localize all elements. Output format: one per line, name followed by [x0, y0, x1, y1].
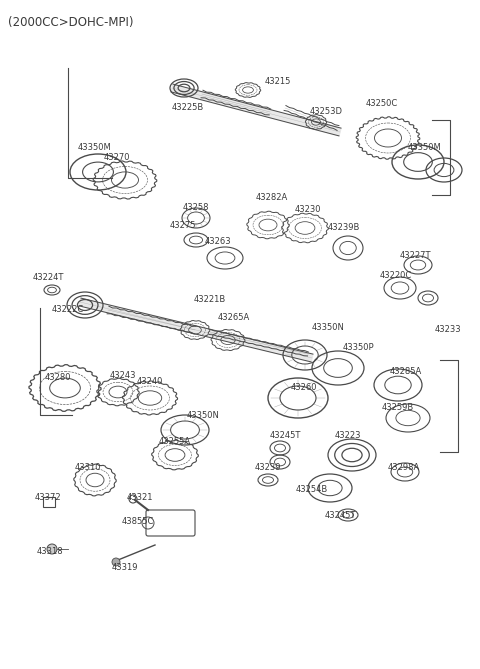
Text: 43222C: 43222C	[52, 306, 84, 314]
Text: 43245T: 43245T	[324, 510, 356, 520]
Text: 43298A: 43298A	[388, 464, 420, 472]
Circle shape	[112, 558, 120, 566]
Text: 43254B: 43254B	[296, 486, 328, 494]
Text: 43253D: 43253D	[310, 108, 343, 116]
Text: 43258: 43258	[183, 203, 209, 213]
Text: 43233: 43233	[435, 326, 461, 334]
Text: 43230: 43230	[295, 205, 321, 215]
Text: 43310: 43310	[75, 464, 101, 472]
Text: 43270: 43270	[104, 153, 130, 163]
Text: 43282A: 43282A	[256, 193, 288, 203]
Text: 43260: 43260	[291, 383, 317, 393]
Text: 43239: 43239	[255, 464, 281, 472]
Text: 43285A: 43285A	[390, 367, 422, 377]
Text: 43255A: 43255A	[159, 438, 191, 446]
Text: 43275: 43275	[170, 221, 196, 229]
Text: 43265A: 43265A	[218, 314, 250, 322]
Circle shape	[47, 544, 57, 554]
Text: 43372: 43372	[35, 494, 61, 502]
Text: 43221B: 43221B	[194, 296, 226, 304]
Text: 43350M: 43350M	[407, 143, 441, 153]
Text: 43318: 43318	[36, 547, 63, 557]
Text: 43280: 43280	[45, 373, 71, 383]
Text: 43240: 43240	[137, 377, 163, 387]
Text: 43220C: 43220C	[380, 270, 412, 280]
Text: 43243: 43243	[110, 371, 136, 379]
Text: 43319: 43319	[112, 563, 138, 573]
Text: 43259B: 43259B	[382, 403, 414, 413]
Text: 43250C: 43250C	[366, 100, 398, 108]
Text: 43239B: 43239B	[328, 223, 360, 233]
Text: 43227T: 43227T	[399, 250, 431, 260]
Text: 43263: 43263	[204, 237, 231, 246]
Text: 43245T: 43245T	[269, 430, 300, 440]
Text: 43855C: 43855C	[122, 518, 154, 527]
Text: 43215: 43215	[265, 78, 291, 86]
Polygon shape	[79, 298, 313, 362]
Text: 43350M: 43350M	[78, 143, 112, 153]
Polygon shape	[171, 84, 341, 136]
Text: 43224T: 43224T	[32, 274, 64, 282]
Text: 43321: 43321	[127, 494, 153, 502]
Text: 43350P: 43350P	[342, 343, 374, 353]
Text: 43350N: 43350N	[312, 324, 345, 332]
Text: 43350N: 43350N	[187, 411, 219, 419]
Text: 43223: 43223	[335, 430, 361, 440]
Text: 43225B: 43225B	[172, 104, 204, 112]
Text: (2000CC>DOHC-MPI): (2000CC>DOHC-MPI)	[8, 16, 133, 29]
